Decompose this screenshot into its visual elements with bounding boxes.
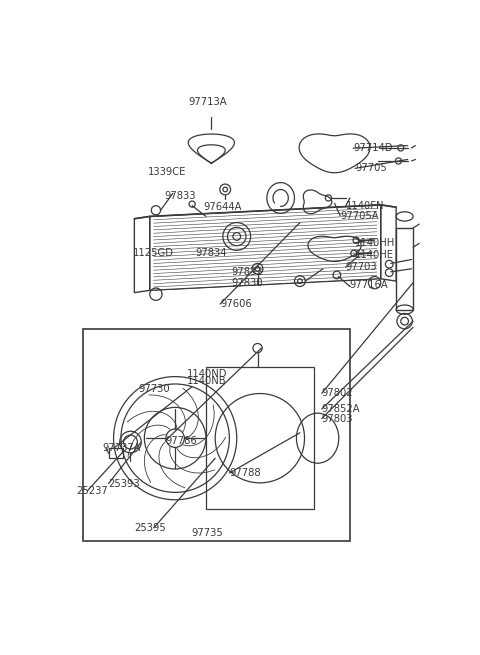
- Text: 1140ND: 1140ND: [187, 369, 228, 379]
- Text: 97803: 97803: [322, 413, 353, 424]
- Text: 97834: 97834: [195, 248, 227, 258]
- Text: 1339CE: 1339CE: [148, 167, 186, 177]
- Bar: [206, 367, 314, 510]
- Text: 97713A: 97713A: [188, 98, 227, 107]
- Text: 1140HE: 1140HE: [355, 250, 394, 260]
- Text: 25395: 25395: [134, 523, 166, 533]
- Text: 97786: 97786: [166, 436, 197, 445]
- Text: 1140FN: 1140FN: [346, 200, 384, 211]
- Text: 1140HH: 1140HH: [355, 238, 396, 248]
- Text: 97714D: 97714D: [353, 143, 393, 153]
- Text: 97852A: 97852A: [322, 404, 360, 414]
- Text: 97716A: 97716A: [349, 280, 388, 290]
- Text: 97735: 97735: [192, 528, 223, 538]
- Text: 97788: 97788: [229, 468, 261, 478]
- Text: 97644A: 97644A: [204, 202, 242, 212]
- Text: 97737A: 97737A: [103, 443, 141, 453]
- Text: 97833: 97833: [164, 191, 195, 200]
- Text: 97832: 97832: [231, 267, 263, 277]
- Text: 25393: 25393: [108, 479, 140, 489]
- Text: 1125GD: 1125GD: [133, 248, 174, 258]
- Text: 97730: 97730: [139, 384, 170, 394]
- Text: 97606: 97606: [220, 299, 252, 309]
- Bar: [109, 448, 123, 458]
- Bar: [396, 228, 413, 310]
- Bar: [83, 329, 350, 540]
- Text: 97705: 97705: [355, 163, 387, 174]
- Text: 25237: 25237: [76, 485, 108, 496]
- Text: 97830: 97830: [231, 278, 263, 288]
- Text: 97705A: 97705A: [340, 211, 379, 221]
- Text: 97802: 97802: [322, 388, 353, 398]
- Text: 97703: 97703: [346, 262, 377, 272]
- Text: 1140NB: 1140NB: [187, 376, 227, 386]
